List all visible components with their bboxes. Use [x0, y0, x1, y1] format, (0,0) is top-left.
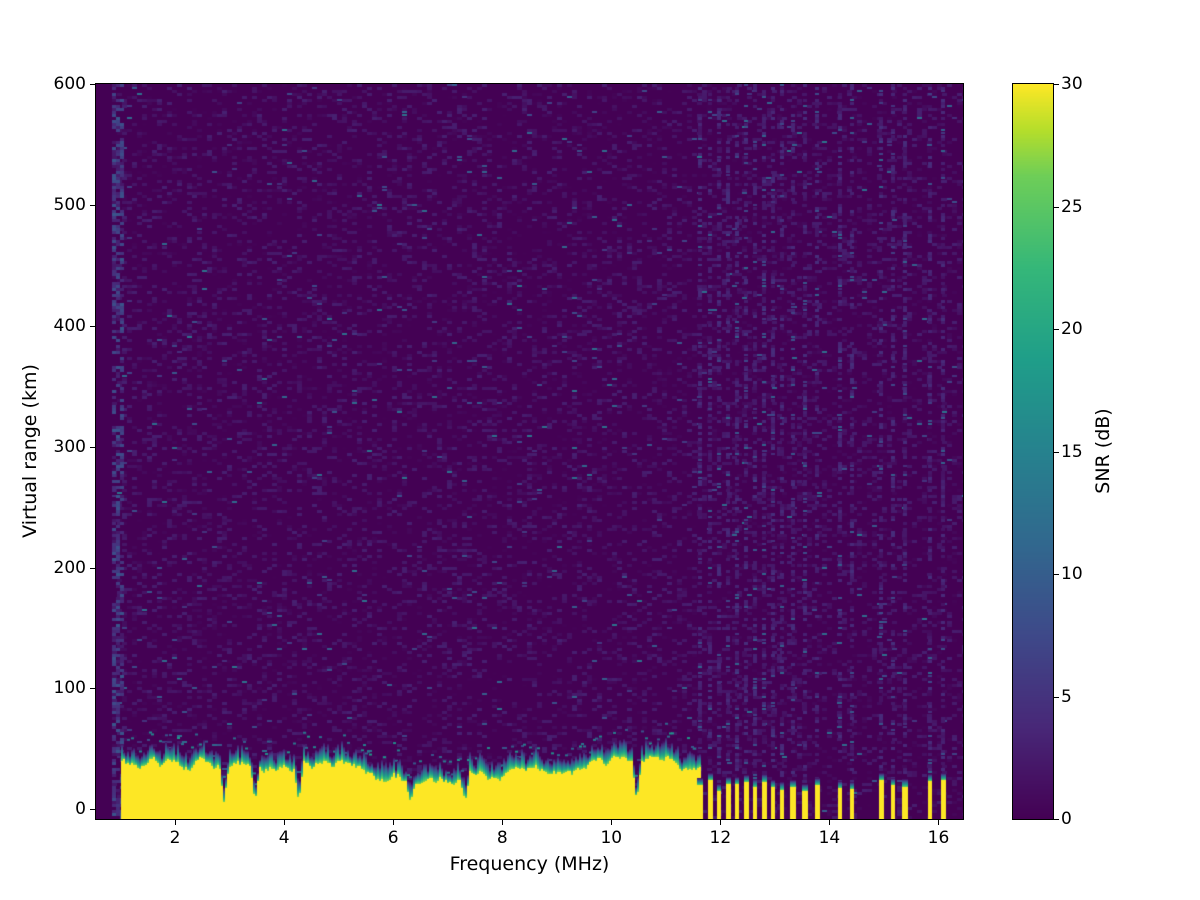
x-axis-label: Frequency (MHz) [96, 853, 963, 875]
y-tick-mark [90, 205, 95, 206]
x-tick-label: 8 [497, 828, 508, 848]
colorbar-tick-mark [1054, 207, 1059, 208]
colorbar-tick-mark [1054, 452, 1059, 453]
y-tick-mark [90, 809, 95, 810]
x-tick-label: 6 [388, 828, 399, 848]
x-tick-mark [393, 820, 394, 825]
colorbar-tick-label: 30 [1061, 74, 1083, 94]
colorbar-tick-mark [1054, 697, 1059, 698]
ionogram-heatmap-canvas [96, 84, 963, 819]
y-tick-mark [90, 688, 95, 689]
x-tick-label: 4 [279, 828, 290, 848]
y-tick-mark [90, 326, 95, 327]
y-tick-label: 400 [0, 316, 86, 336]
colorbar-tick-mark [1054, 819, 1059, 820]
colorbar-tick-mark [1054, 84, 1059, 85]
y-axis-label: Virtual range (km) [19, 364, 41, 538]
y-tick-label: 300 [0, 437, 86, 457]
colorbar-label: SNR (dB) [1092, 408, 1114, 493]
x-tick-mark [175, 820, 176, 825]
colorbar-tick-label: 15 [1061, 442, 1083, 462]
x-tick-mark [829, 820, 830, 825]
colorbar-gradient [1013, 84, 1053, 819]
y-tick-label: 0 [0, 799, 86, 819]
x-tick-mark [502, 820, 503, 825]
x-tick-mark [611, 820, 612, 825]
x-tick-mark [720, 820, 721, 825]
y-tick-mark [90, 568, 95, 569]
colorbar-tick-mark [1054, 574, 1059, 575]
y-tick-mark [90, 84, 95, 85]
y-tick-label: 100 [0, 678, 86, 698]
x-tick-label: 16 [928, 828, 950, 848]
colorbar-tick-label: 20 [1061, 319, 1083, 339]
x-tick-label: 10 [600, 828, 622, 848]
ionogram-figure: IRF Kiruna Ionosonde KI167 2025-11-27 09… [0, 0, 1200, 900]
y-tick-mark [90, 447, 95, 448]
x-tick-label: 12 [710, 828, 732, 848]
colorbar-tick-label: 25 [1061, 197, 1083, 217]
colorbar-tick-label: 10 [1061, 564, 1083, 584]
x-tick-mark [284, 820, 285, 825]
colorbar-tick-mark [1054, 329, 1059, 330]
x-tick-label: 2 [170, 828, 181, 848]
y-tick-label: 600 [0, 74, 86, 94]
colorbar-tick-label: 0 [1061, 809, 1072, 829]
y-tick-label: 200 [0, 558, 86, 578]
x-tick-label: 14 [819, 828, 841, 848]
x-tick-mark [938, 820, 939, 825]
colorbar-tick-label: 5 [1061, 687, 1072, 707]
y-tick-label: 500 [0, 195, 86, 215]
